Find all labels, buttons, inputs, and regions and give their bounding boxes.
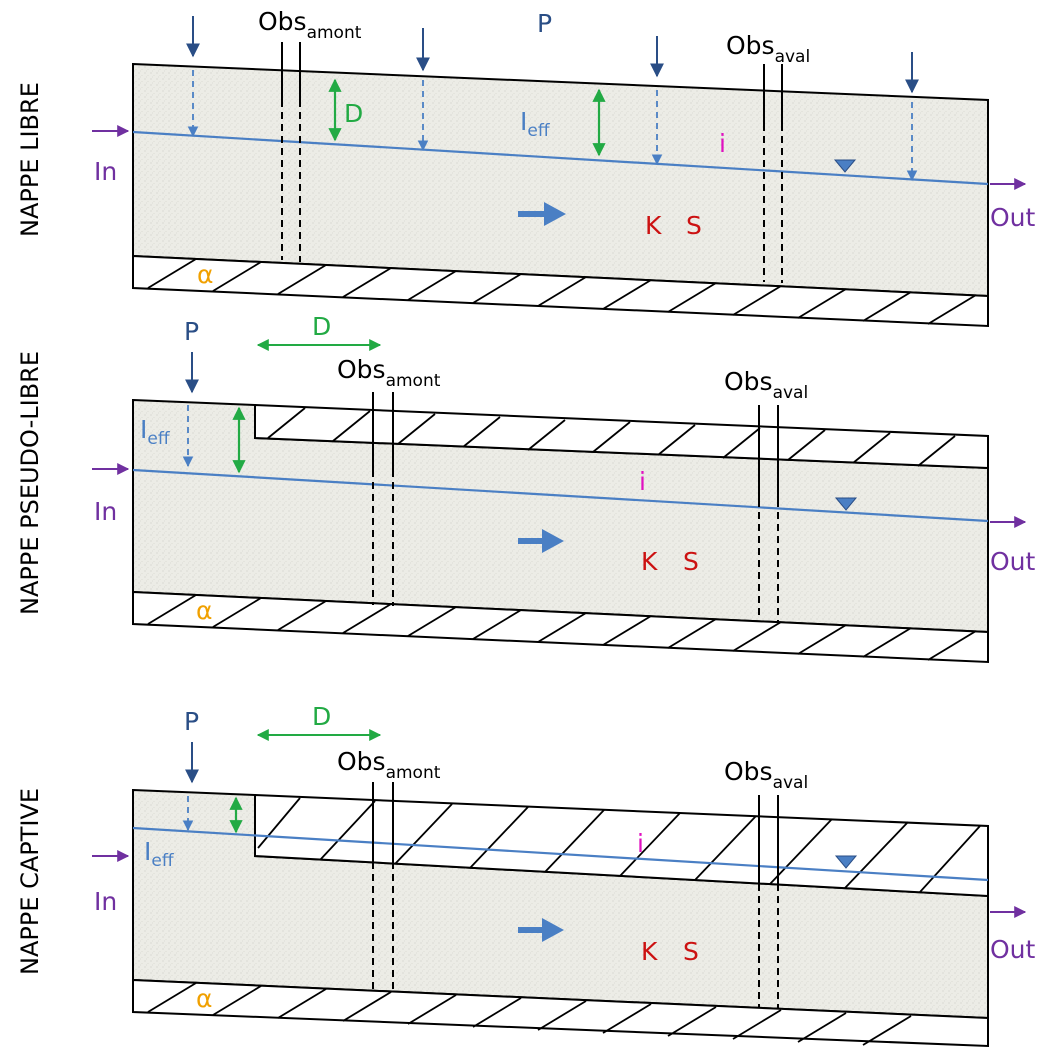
- alpha-label: α: [197, 260, 213, 289]
- param-k-label: K: [641, 937, 658, 966]
- outflow-label: Out: [990, 935, 1036, 964]
- bedrock-hatching: [147, 982, 912, 1046]
- inflow-label: In: [94, 497, 117, 526]
- obs-well-aval: [758, 795, 779, 1009]
- water-table-line: [132, 130, 989, 186]
- inflow-label: In: [94, 887, 117, 916]
- side-label-captive: NAPPE CAPTIVE: [16, 788, 44, 975]
- bedrock-layer: [132, 978, 989, 1048]
- distance-label: D: [312, 702, 331, 731]
- semi-permeable-cover: [254, 403, 989, 470]
- param-s-label: S: [683, 547, 699, 576]
- alpha-label: α: [196, 596, 212, 625]
- flow-direction-head: [542, 529, 564, 553]
- water-table-line: [132, 468, 989, 523]
- param-s-label: S: [683, 937, 699, 966]
- panel-nappe-pseudo-libre: NAPPE PSEUDO-LIBRE: [16, 312, 1036, 664]
- panel-nappe-captive: NAPPE CAPTIVE: [16, 702, 1036, 1048]
- obs-amont-label: Obsamont: [337, 747, 441, 783]
- distance-label: D: [312, 312, 331, 341]
- side-label-libre: NAPPE LIBRE: [16, 82, 44, 237]
- ieff-label: Ieff: [144, 837, 175, 871]
- outflow-label: Out: [990, 203, 1036, 232]
- obs-amont-label: Obsamont: [258, 7, 362, 43]
- inflow-label: In: [94, 157, 117, 186]
- water-level-triangle-icon: [833, 159, 857, 173]
- flow-direction-head: [542, 918, 564, 942]
- outflow-label: Out: [990, 547, 1036, 576]
- param-k-label: K: [641, 547, 658, 576]
- confining-hatching: [257, 797, 981, 893]
- param-k-label: K: [645, 211, 662, 240]
- obs-well-amont: [372, 392, 394, 606]
- side-label-pseudo-libre: NAPPE PSEUDO-LIBRE: [16, 351, 44, 615]
- gradient-label: i: [637, 829, 644, 858]
- obs-amont-label: Obsamont: [337, 355, 441, 391]
- ieff-label: Ieff: [140, 415, 171, 449]
- obs-aval-label: Obsaval: [724, 757, 808, 793]
- precipitation-label: P: [537, 9, 552, 38]
- bedrock-hatching: [147, 594, 977, 661]
- cover-hatching: [267, 407, 956, 467]
- gradient-label: i: [639, 467, 646, 496]
- bedrock-hatching: [147, 258, 977, 325]
- piezometric-line: [132, 826, 989, 882]
- obs-well-aval: [758, 405, 779, 621]
- water-level-triangle-icon: [834, 855, 858, 869]
- flow-direction-head: [544, 202, 566, 226]
- obs-aval-label: Obsaval: [724, 367, 808, 403]
- obs-well-amont: [372, 782, 394, 994]
- alpha-label: α: [196, 984, 212, 1013]
- obs-well-amont: [281, 42, 301, 262]
- param-s-label: S: [686, 211, 702, 240]
- bedrock-layer: [132, 254, 989, 328]
- gradient-label: i: [719, 129, 726, 158]
- obs-aval-label: Obsaval: [726, 31, 810, 67]
- precipitation-arrows: [186, 16, 919, 182]
- ieff-label: Ieff: [520, 107, 551, 141]
- panel-nappe-libre: NAPPE LIBRE: [16, 7, 1036, 328]
- precipitation-label: P: [184, 317, 199, 346]
- depth-label: D: [344, 99, 363, 128]
- bedrock-layer: [132, 590, 989, 664]
- water-level-triangle-icon: [834, 497, 858, 511]
- obs-well-aval: [763, 64, 783, 283]
- precipitation-label: P: [184, 707, 199, 736]
